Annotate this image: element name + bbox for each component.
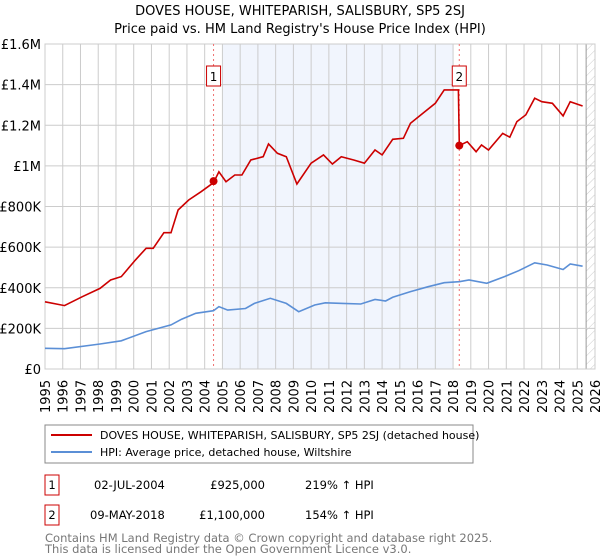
x-tick-label: 2011 xyxy=(323,380,338,413)
x-tick-label: 2016 xyxy=(412,380,427,413)
footer-copyright: Contains HM Land Registry data © Crown c… xyxy=(45,531,492,545)
transaction-number: 1 xyxy=(48,478,55,492)
y-tick-label: £0 xyxy=(24,363,41,378)
x-tick-label: 2008 xyxy=(270,380,285,413)
x-tick-label: 2006 xyxy=(234,380,249,413)
x-tick-label: 2020 xyxy=(483,380,498,413)
legend-box xyxy=(44,424,474,464)
sale-point xyxy=(455,141,464,150)
x-tick-label: 2019 xyxy=(465,380,480,413)
y-tick-label: £400K xyxy=(0,282,41,297)
transaction-hpi: 154% ↑ HPI xyxy=(305,508,374,522)
footer-licence: This data is licensed under the Open Gov… xyxy=(44,542,411,556)
annotation-box xyxy=(451,65,467,87)
transaction-date: 02-JUL-2004 xyxy=(94,478,165,492)
x-tick-label: 2013 xyxy=(358,380,373,413)
transaction-price: £925,000 xyxy=(210,478,265,492)
x-tick-label: 2018 xyxy=(447,380,462,413)
y-tick-label: £1M xyxy=(13,160,41,175)
x-tick-label: 2017 xyxy=(429,380,444,413)
x-tick-label: 1998 xyxy=(92,380,107,413)
x-tick-label: 2022 xyxy=(518,380,533,413)
transaction-date: 09-MAY-2018 xyxy=(90,508,165,522)
series-line xyxy=(44,261,583,350)
x-tick-label: 1997 xyxy=(74,380,89,413)
transaction-hpi: 219% ↑ HPI xyxy=(305,478,374,492)
transaction-marker xyxy=(44,504,60,526)
x-tick-label: 2003 xyxy=(181,380,196,413)
y-tick-label: £200K xyxy=(0,322,41,337)
transaction-number: 2 xyxy=(48,508,55,522)
x-tick-label: 2005 xyxy=(216,380,231,413)
sale-point xyxy=(209,177,218,186)
transaction-price: £1,100,000 xyxy=(199,508,265,522)
x-tick-label: 2026 xyxy=(589,380,600,413)
y-tick-label: £800K xyxy=(0,201,41,216)
x-tick-label: 2023 xyxy=(536,380,551,413)
x-tick-label: 2001 xyxy=(145,380,160,413)
x-tick-label: 1999 xyxy=(110,380,125,413)
y-tick-label: £1.4M xyxy=(1,79,41,94)
x-tick-label: 2014 xyxy=(376,380,391,413)
plot-border xyxy=(44,43,596,370)
transaction-row: 2 09-MAY-2018 £1,100,000 154% ↑ HPI xyxy=(44,504,374,526)
transaction-row: 1 02-JUL-2004 £925,000 219% ↑ HPI xyxy=(44,474,374,496)
series-line xyxy=(44,89,583,307)
annotation-label: 1 xyxy=(210,70,218,84)
x-tick-label: 2002 xyxy=(163,380,178,413)
x-tick-label: 2015 xyxy=(394,380,409,413)
x-tick-label: 2025 xyxy=(571,380,586,413)
legend-item-hpi: HPI: Average price, detached house, Wilt… xyxy=(100,446,352,459)
y-tick-label: £1.6M xyxy=(1,38,41,53)
annotation-label: 2 xyxy=(455,70,463,84)
x-tick-label: 2024 xyxy=(554,380,569,413)
x-tick-label: 2009 xyxy=(287,380,302,413)
x-tick-label: 2004 xyxy=(199,380,214,413)
x-tick-label: 2007 xyxy=(252,380,267,413)
transaction-marker xyxy=(44,474,60,496)
x-tick-label: 2000 xyxy=(128,380,143,413)
x-tick-label: 2021 xyxy=(500,380,515,413)
annotation-box xyxy=(206,65,222,87)
x-tick-label: 2012 xyxy=(341,380,356,413)
y-tick-label: £600K xyxy=(0,241,41,256)
legend-item-property: DOVES HOUSE, WHITEPARISH, SALISBURY, SP5… xyxy=(100,429,479,442)
chart-title: DOVES HOUSE, WHITEPARISH, SALISBURY, SP5… xyxy=(135,4,465,19)
x-tick-label: 1995 xyxy=(39,380,54,413)
y-tick-label: £1.2M xyxy=(1,119,41,134)
x-tick-label: 1996 xyxy=(57,380,72,413)
x-tick-label: 2010 xyxy=(305,380,320,413)
chart-subtitle: Price paid vs. HM Land Registry's House … xyxy=(114,22,486,37)
